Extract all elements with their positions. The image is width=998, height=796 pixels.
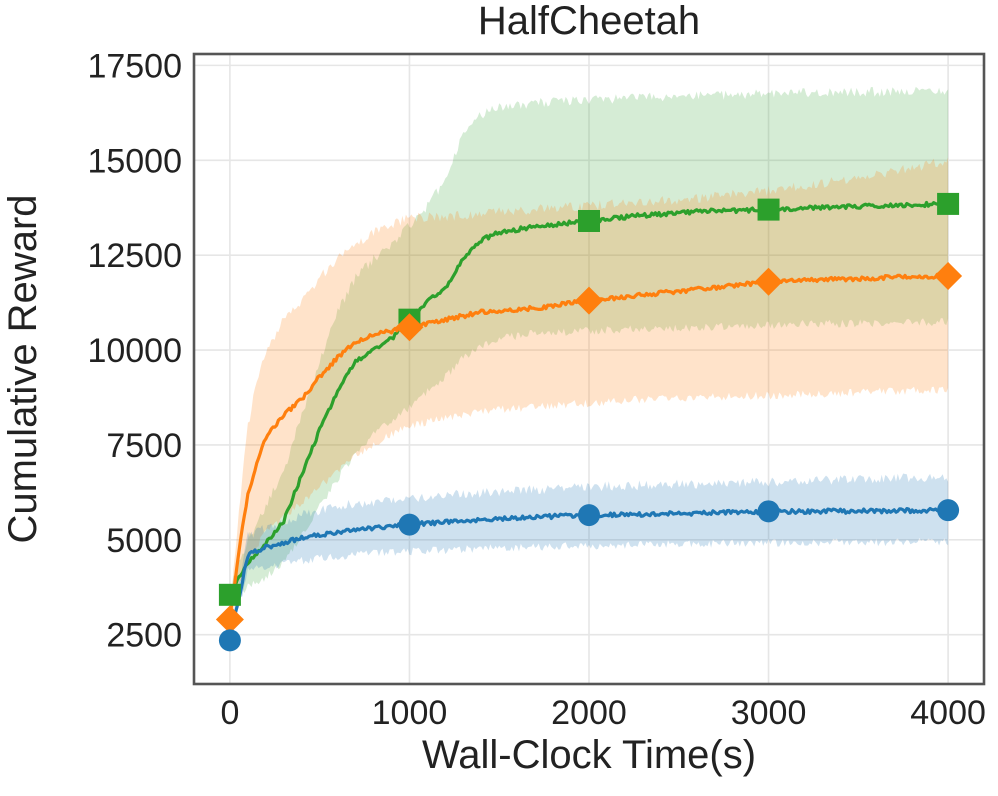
y-tick-label: 15000 xyxy=(87,142,182,180)
green-square-series-marker xyxy=(218,583,241,606)
plot-frame xyxy=(192,52,986,686)
blue-circle-series-marker xyxy=(937,499,960,522)
orange-diamond-series-marker xyxy=(754,267,783,296)
y-tick-label: 10000 xyxy=(87,332,182,370)
blue-circle-series-marker xyxy=(578,504,600,527)
orange-diamond-series-marker xyxy=(934,262,963,291)
orange-diamond-series-marker xyxy=(215,605,244,634)
x-tick-label: 4000 xyxy=(910,694,986,732)
y-tick-label: 5000 xyxy=(106,522,182,560)
green-square-series-marker xyxy=(937,192,960,215)
series-markers xyxy=(215,192,963,652)
grid xyxy=(194,54,984,684)
green-square-series-marker xyxy=(757,198,780,221)
orange-diamond-series-marker xyxy=(395,313,424,342)
blue-circle-series-marker xyxy=(218,629,241,652)
blue-circle-series-marker xyxy=(398,513,421,536)
green-square-series-marker xyxy=(578,209,600,232)
x-tick-label: 2000 xyxy=(551,694,627,732)
blue-circle-series-marker xyxy=(757,500,780,523)
x-tick-label: 3000 xyxy=(731,694,807,732)
x-tick-label: 0 xyxy=(220,694,239,732)
tick-labels: 0 1000 2000 3000 4000 2500 5000 7500 10000 12500 1… xyxy=(87,47,985,732)
y-tick-label: 12500 xyxy=(87,237,182,275)
chart-title: HalfCheetah xyxy=(478,0,700,43)
y-tick-label: 17500 xyxy=(87,47,182,85)
x-axis-label: Wall-Clock Time(s) xyxy=(422,733,756,777)
y-tick-label: 2500 xyxy=(106,617,182,655)
x-tick-label: 1000 xyxy=(372,694,448,732)
y-axis-label: Cumulative Reward xyxy=(1,194,45,543)
y-tick-label: 7500 xyxy=(106,427,182,465)
orange-diamond-series-marker xyxy=(575,286,603,315)
